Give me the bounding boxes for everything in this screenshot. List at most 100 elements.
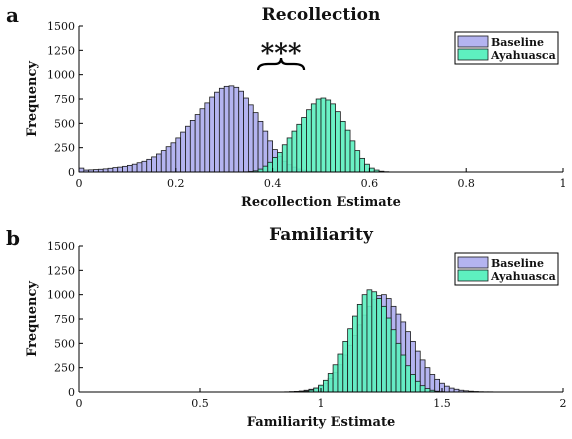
bar [430, 374, 435, 392]
y-tick-label: 1500 [47, 240, 75, 253]
bar [311, 104, 316, 172]
bar [200, 109, 205, 172]
legend-swatch [458, 36, 488, 47]
bar [323, 380, 328, 392]
y-tick-label: 1250 [47, 44, 75, 57]
y-tick-label: 500 [54, 337, 75, 350]
bar [156, 154, 161, 172]
y-axis-label: Frequency [25, 281, 40, 357]
bar [190, 120, 195, 172]
bar [357, 304, 362, 392]
bar [297, 124, 302, 172]
bar [338, 354, 343, 392]
bar [415, 381, 420, 392]
bar [176, 138, 181, 172]
bar [215, 92, 220, 172]
bar [449, 388, 454, 392]
y-tick-label: 0 [68, 166, 75, 179]
y-tick-label: 0 [68, 386, 75, 399]
panel-letter: b [6, 226, 20, 250]
x-tick-label: 0 [76, 177, 83, 190]
bar [248, 105, 253, 172]
bar [79, 168, 84, 172]
bar [171, 143, 176, 172]
x-tick-label: 0.2 [167, 177, 185, 190]
bars [79, 86, 389, 172]
legend-swatch [458, 49, 488, 60]
bar [362, 295, 367, 392]
bar [345, 130, 350, 172]
bar [258, 121, 263, 172]
bar [302, 117, 307, 172]
bar [372, 292, 377, 392]
bar [229, 86, 234, 172]
bar [161, 151, 166, 172]
significance-label: *** [261, 39, 302, 69]
y-tick-label: 250 [54, 142, 75, 155]
bar [263, 166, 268, 172]
bar [328, 374, 333, 392]
bar [425, 389, 430, 392]
legend-swatch [458, 257, 488, 268]
bar [365, 164, 370, 172]
x-tick-label: 0 [76, 397, 83, 410]
x-tick-label: 0.5 [191, 397, 209, 410]
bar [224, 86, 229, 172]
bar [239, 91, 244, 172]
bar [142, 161, 147, 172]
x-axis-label: Recollection Estimate [241, 195, 401, 210]
bar [369, 168, 374, 172]
bar [360, 158, 365, 172]
bar [234, 87, 239, 172]
bar [287, 138, 292, 172]
bar [306, 110, 311, 172]
x-tick-label: 0.8 [457, 177, 475, 190]
bar [336, 112, 341, 172]
bar [132, 164, 137, 172]
bar [401, 355, 406, 392]
x-tick-label: 1 [560, 177, 567, 190]
bar [277, 153, 282, 172]
bar [152, 157, 157, 172]
bar [185, 126, 190, 172]
bar [382, 306, 387, 392]
bar [166, 147, 171, 172]
chart-title: Familiarity [269, 225, 374, 245]
bar [195, 115, 200, 172]
x-tick-label: 0.6 [361, 177, 379, 190]
bar [340, 121, 345, 172]
bar [326, 100, 331, 172]
bar [377, 299, 382, 392]
bar [253, 113, 258, 172]
bar [219, 88, 224, 172]
y-tick-label: 750 [54, 93, 75, 106]
legend-entry: Baseline [491, 257, 544, 270]
bar [435, 379, 440, 392]
bar [118, 167, 123, 172]
bar [350, 141, 355, 172]
bar [444, 386, 449, 392]
legend-entry: Ayahuasca [490, 270, 556, 283]
bar [352, 316, 357, 392]
y-tick-label: 1000 [47, 289, 75, 302]
bar [268, 162, 273, 172]
legend-entry: Baseline [491, 36, 544, 49]
bar [123, 166, 128, 172]
bar [137, 163, 142, 172]
bar [396, 343, 401, 392]
y-tick-label: 1000 [47, 69, 75, 82]
bar [331, 104, 336, 172]
y-tick-label: 500 [54, 117, 75, 130]
x-tick-label: 2 [560, 397, 567, 410]
bar [205, 103, 210, 172]
bar [391, 330, 396, 392]
bar [282, 145, 287, 172]
bar [292, 131, 297, 172]
y-tick-label: 1500 [47, 20, 75, 33]
bar [273, 157, 278, 172]
